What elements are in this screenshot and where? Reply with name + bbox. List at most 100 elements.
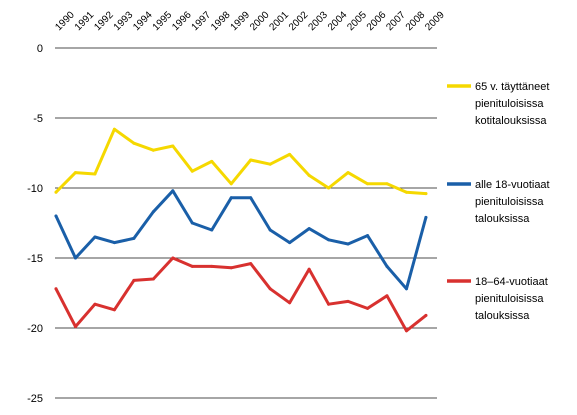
data-point	[190, 264, 194, 268]
data-point	[132, 236, 136, 240]
data-point	[385, 264, 389, 268]
x-tick-label: 2008	[404, 9, 428, 33]
data-point	[366, 234, 370, 238]
data-point	[54, 190, 58, 194]
x-tick-label: 2007	[384, 9, 408, 33]
data-point	[424, 192, 428, 196]
data-point	[93, 235, 97, 239]
series-lines	[54, 127, 428, 333]
data-point	[327, 238, 331, 242]
data-point	[54, 214, 58, 218]
data-point	[73, 171, 77, 175]
data-point	[151, 277, 155, 281]
data-point	[210, 159, 214, 163]
data-point	[73, 256, 77, 260]
data-point	[171, 256, 175, 260]
x-tick-label: 2004	[326, 9, 350, 33]
x-tick-label: 1999	[229, 9, 253, 33]
legend-label-line: kotitalouksissa	[475, 115, 547, 127]
data-point	[73, 325, 77, 329]
legend-entry-0: 65 v. täyttäneet pienituloisissa kotitalou…	[447, 81, 549, 127]
data-point	[112, 308, 116, 312]
x-tick-label: 1995	[151, 9, 175, 33]
data-point	[249, 196, 253, 200]
y-tick-label: -15	[27, 253, 43, 265]
x-tick-label: 1993	[112, 9, 136, 33]
data-point	[366, 182, 370, 186]
data-point	[268, 287, 272, 291]
x-tick-label: 2003	[306, 9, 330, 33]
data-point	[288, 301, 292, 305]
data-point	[424, 313, 428, 317]
data-point	[268, 162, 272, 166]
data-point	[404, 287, 408, 291]
data-point	[151, 148, 155, 152]
legend-label-line: talouksissa	[475, 213, 530, 225]
data-point	[404, 329, 408, 333]
legend-entry-1: alle 18-vuotiaat pienituloisissa talouksis…	[447, 179, 550, 225]
data-point	[229, 266, 233, 270]
data-point	[249, 262, 253, 266]
x-tick-label: 2006	[365, 9, 389, 33]
y-tick-label: -25	[27, 393, 43, 405]
data-point	[424, 215, 428, 219]
series-line-0	[54, 127, 428, 196]
data-point	[190, 169, 194, 173]
data-point	[112, 241, 116, 245]
data-point	[190, 221, 194, 225]
x-tick-label: 1994	[131, 9, 155, 33]
data-point	[171, 189, 175, 193]
data-point	[54, 287, 58, 291]
y-axis-ticks: 0 -5 -10 -15 -20 -25	[27, 43, 43, 405]
y-tick-label: -5	[33, 113, 43, 125]
x-tick-label: 2001	[268, 9, 292, 33]
legend-label-line: alle 18-vuotiaat	[475, 179, 550, 191]
x-tick-label: 2005	[345, 9, 369, 33]
series-line-2	[54, 256, 428, 333]
y-tick-label: -20	[27, 323, 43, 335]
data-point	[229, 182, 233, 186]
legend-label-line: 18–64-vuotiaat	[475, 276, 548, 288]
series-0	[54, 127, 428, 196]
series-1	[54, 189, 428, 291]
data-point	[288, 152, 292, 156]
x-axis-ticks: 1990199119921993199419951996199719981999…	[53, 9, 447, 33]
legend-label-line: pienituloisissa	[475, 98, 544, 110]
legend-label-line: talouksissa	[475, 310, 530, 322]
data-point	[288, 241, 292, 245]
data-point	[307, 173, 311, 177]
data-point	[385, 294, 389, 298]
data-point	[327, 302, 331, 306]
data-point	[132, 141, 136, 145]
data-point	[268, 228, 272, 232]
x-tick-label: 1996	[170, 9, 194, 33]
series-line-1	[54, 189, 428, 291]
data-point	[346, 242, 350, 246]
data-point	[307, 267, 311, 271]
data-point	[327, 186, 331, 190]
data-point	[346, 299, 350, 303]
data-point	[93, 172, 97, 176]
data-point	[171, 144, 175, 148]
data-point	[151, 210, 155, 214]
data-point	[132, 278, 136, 282]
data-point	[346, 171, 350, 175]
x-tick-label: 1998	[209, 9, 233, 33]
legend: 65 v. täyttäneet pienituloisissa kotitalou…	[447, 81, 550, 322]
data-point	[366, 306, 370, 310]
data-point	[112, 127, 116, 131]
y-tick-label: -10	[27, 183, 43, 195]
legend-entry-2: 18–64-vuotiaat pienituloisissa talouksissa	[447, 276, 548, 322]
data-point	[249, 158, 253, 162]
legend-label-line: 65 v. täyttäneet	[475, 81, 549, 93]
series-2	[54, 256, 428, 333]
x-tick-label: 1997	[190, 9, 214, 33]
x-tick-label: 1990	[53, 9, 77, 33]
data-point	[229, 196, 233, 200]
legend-label-line: pienituloisissa	[475, 196, 544, 208]
data-point	[404, 190, 408, 194]
data-point	[385, 182, 389, 186]
y-tick-label: 0	[37, 43, 43, 55]
data-point	[210, 264, 214, 268]
